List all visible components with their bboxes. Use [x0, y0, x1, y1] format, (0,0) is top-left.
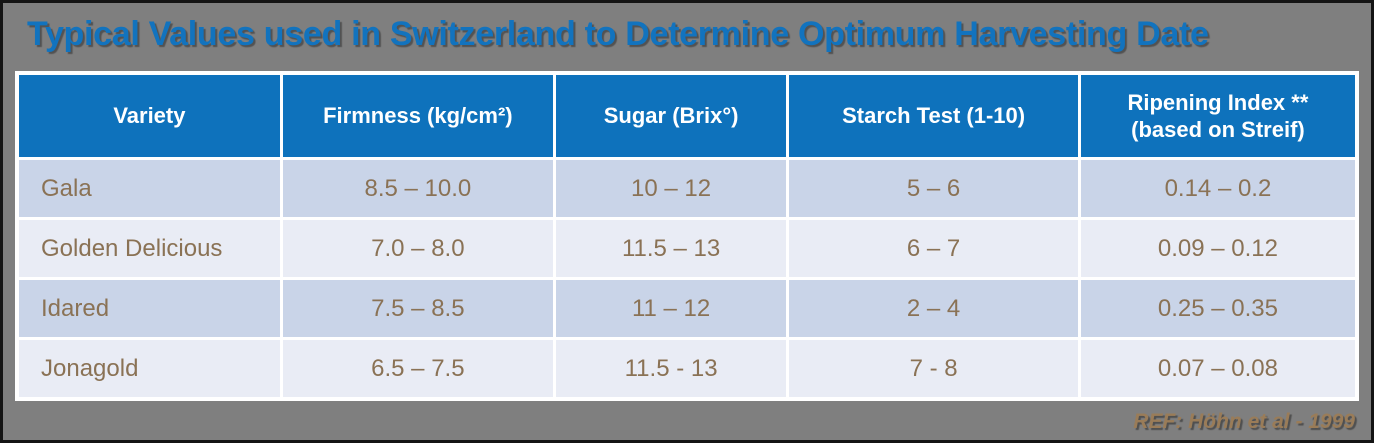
firmness-cell: 7.0 – 8.0: [282, 220, 553, 277]
variety-cell: Jonagold: [19, 340, 280, 397]
firmness-cell: 8.5 – 10.0: [282, 160, 553, 217]
column-header-firmness: Firmness (kg/cm²): [282, 75, 553, 157]
ripening-index-cell: 0.25 – 0.35: [1080, 280, 1355, 337]
harvest-values-table-wrap: Variety Firmness (kg/cm²) Sugar (Brix°) …: [15, 71, 1359, 401]
sugar-cell: 10 – 12: [555, 160, 787, 217]
starch-test-cell: 6 – 7: [789, 220, 1078, 277]
variety-cell: Golden Delicious: [19, 220, 280, 277]
ripening-index-cell: 0.09 – 0.12: [1080, 220, 1355, 277]
ripening-index-cell: 0.14 – 0.2: [1080, 160, 1355, 217]
page-title: Typical Values used in Switzerland to De…: [27, 15, 1209, 53]
firmness-cell: 6.5 – 7.5: [282, 340, 553, 397]
firmness-cell: 7.5 – 8.5: [282, 280, 553, 337]
starch-test-cell: 5 – 6: [789, 160, 1078, 217]
starch-test-cell: 2 – 4: [789, 280, 1078, 337]
header-row: Variety Firmness (kg/cm²) Sugar (Brix°) …: [19, 75, 1355, 157]
table-row-idared: Idared 7.5 – 8.5 11 – 12 2 – 4 0.25 – 0.…: [19, 280, 1355, 337]
sugar-cell: 11 – 12: [555, 280, 787, 337]
variety-cell: Gala: [19, 160, 280, 217]
column-header-sugar: Sugar (Brix°): [555, 75, 787, 157]
sugar-cell: 11.5 – 13: [555, 220, 787, 277]
column-header-variety: Variety: [19, 75, 280, 157]
table-row-jonagold: Jonagold 6.5 – 7.5 11.5 - 13 7 - 8 0.07 …: [19, 340, 1355, 397]
variety-cell: Idared: [19, 280, 280, 337]
starch-test-cell: 7 - 8: [789, 340, 1078, 397]
table-row-golden-delicious: Golden Delicious 7.0 – 8.0 11.5 – 13 6 –…: [19, 220, 1355, 277]
sugar-cell: 11.5 - 13: [555, 340, 787, 397]
ripening-index-cell: 0.07 – 0.08: [1080, 340, 1355, 397]
reference-note: REF: Höhn et al - 1999: [1133, 410, 1355, 433]
column-header-starch-test: Starch Test (1-10): [789, 75, 1078, 157]
column-header-ripening-index: Ripening Index ** (based on Streif): [1080, 75, 1355, 157]
table-row-gala: Gala 8.5 – 10.0 10 – 12 5 – 6 0.14 – 0.2: [19, 160, 1355, 217]
harvest-values-table: Variety Firmness (kg/cm²) Sugar (Brix°) …: [16, 72, 1358, 400]
